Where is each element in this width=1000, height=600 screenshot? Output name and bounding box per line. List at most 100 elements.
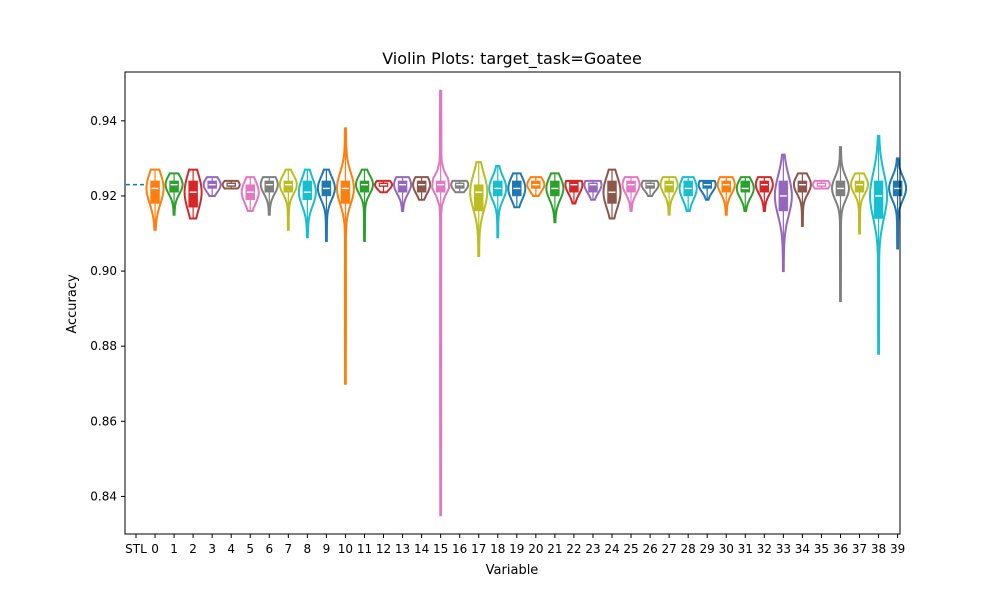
violin-5 <box>240 176 260 212</box>
y-tick-label: 0.84 <box>90 489 117 503</box>
y-tick-label: 0.90 <box>90 264 117 278</box>
violin-33 <box>773 153 793 273</box>
iqr-box-22 <box>569 180 579 193</box>
violin-0 <box>145 168 165 231</box>
violin-20 <box>526 176 546 197</box>
iqr-box-6 <box>264 180 275 193</box>
violin-22 <box>564 179 584 205</box>
y-axis-label: Accuracy <box>65 274 80 334</box>
violin-21 <box>545 172 565 224</box>
iqr-box-31 <box>740 180 751 193</box>
x-tick-label: 26 <box>642 542 657 556</box>
x-tick-label: 19 <box>509 542 524 556</box>
x-tick-label: 25 <box>623 542 638 556</box>
x-tick-label: 17 <box>471 542 486 556</box>
x-tick-label: 12 <box>376 542 391 556</box>
x-tick-label: 4 <box>227 542 235 556</box>
x-tick-label: 32 <box>757 542 772 556</box>
violin-19 <box>507 172 527 209</box>
violin-12 <box>374 179 394 194</box>
iqr-box-14 <box>416 180 427 193</box>
violin-31 <box>735 176 755 212</box>
x-tick-label: 9 <box>323 542 331 556</box>
x-tick-label: 6 <box>265 542 273 556</box>
x-tick-label: 23 <box>585 542 600 556</box>
x-tick-label: 7 <box>284 542 292 556</box>
violin-34 <box>792 172 812 227</box>
iqr-box-34 <box>797 180 808 193</box>
x-tick-label: 39 <box>890 542 905 556</box>
violin-23 <box>583 179 603 201</box>
iqr-box-8 <box>302 180 313 200</box>
x-tick-label: 14 <box>414 542 429 556</box>
iqr-box-23 <box>588 182 598 193</box>
x-tick-label: 18 <box>490 542 505 556</box>
violin-29 <box>697 179 717 201</box>
iqr-box-10 <box>340 180 351 204</box>
x-tick-label: 21 <box>547 542 562 556</box>
violin-35 <box>811 179 831 190</box>
x-tick-label: 29 <box>700 542 715 556</box>
x-tick-label: 30 <box>719 542 734 556</box>
violin-6 <box>259 176 279 216</box>
x-tick-label: 15 <box>433 542 448 556</box>
chart-title: Violin Plots: target_task=Goatee <box>382 49 642 69</box>
x-tick-label: 0 <box>151 542 159 556</box>
violin-18 <box>488 164 508 239</box>
violin-16 <box>450 179 470 194</box>
violin-30 <box>716 176 736 216</box>
y-tick-label: 0.86 <box>90 414 117 428</box>
x-axis-label: Variable <box>486 563 539 578</box>
violin-7 <box>278 168 298 231</box>
iqr-box-26 <box>645 182 655 189</box>
iqr-box-2 <box>188 180 198 208</box>
violin-9 <box>316 168 336 243</box>
x-tick-label: 16 <box>452 542 467 556</box>
x-tick-label: 22 <box>566 542 581 556</box>
x-tick-label: 27 <box>661 542 676 556</box>
violin-17 <box>469 161 489 258</box>
iqr-box-13 <box>397 180 408 193</box>
violin-26 <box>640 179 660 197</box>
violin-14 <box>412 176 432 201</box>
iqr-box-1 <box>169 180 179 193</box>
iqr-box-16 <box>454 182 465 189</box>
x-tick-label: 36 <box>833 542 848 556</box>
x-tick-label: 28 <box>681 542 696 556</box>
violin-2 <box>183 168 203 220</box>
iqr-box-0 <box>150 180 160 204</box>
x-tick-label: 34 <box>795 542 810 556</box>
iqr-box-15 <box>435 180 446 193</box>
violin-39 <box>888 157 908 250</box>
x-tick-label: 35 <box>814 542 829 556</box>
y-tick-label: 0.92 <box>90 189 117 203</box>
violin-13 <box>393 176 413 212</box>
y-tick-label: 0.88 <box>90 339 117 353</box>
x-tick-label: 11 <box>357 542 372 556</box>
violin-1 <box>164 172 184 216</box>
violin-32 <box>754 176 774 212</box>
plot-frame <box>124 71 901 535</box>
x-tick-label: 8 <box>304 542 312 556</box>
violin-8 <box>297 168 317 239</box>
iqr-box-17 <box>473 184 484 212</box>
x-tick-label: STL <box>125 542 147 556</box>
x-tick-label: 10 <box>338 542 353 556</box>
violin-25 <box>621 176 641 212</box>
violin-4 <box>221 179 241 190</box>
iqr-box-32 <box>759 180 770 193</box>
x-tick-label: 5 <box>246 542 254 556</box>
x-tick-label: 2 <box>189 542 197 556</box>
iqr-box-7 <box>283 180 294 193</box>
iqr-box-25 <box>626 180 636 193</box>
x-tick-label: 38 <box>871 542 886 556</box>
violin-28 <box>678 176 698 212</box>
iqr-box-38 <box>873 180 884 219</box>
x-tick-label: 31 <box>738 542 753 556</box>
x-tick-label: 37 <box>852 542 867 556</box>
x-tick-label: 33 <box>776 542 791 556</box>
x-tick-label: 1 <box>170 542 178 556</box>
